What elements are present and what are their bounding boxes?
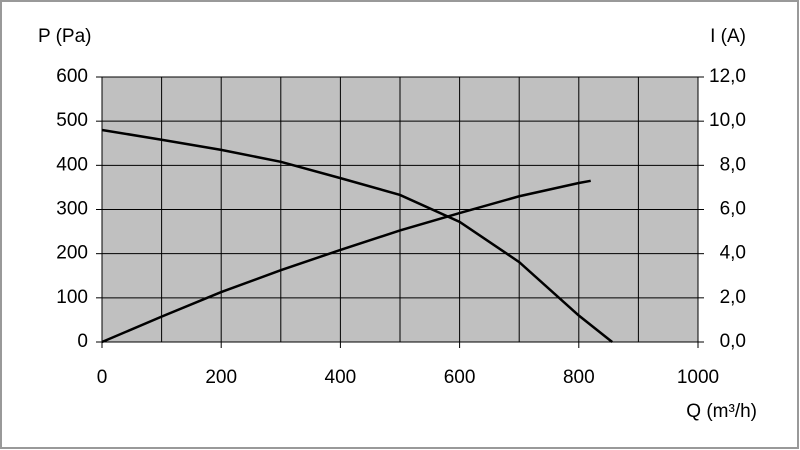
- y2-tick-label: 2,0: [720, 287, 746, 308]
- y-tick-label: 400: [56, 154, 88, 175]
- y-tick-label: 0: [77, 331, 88, 352]
- line-series: [101, 128, 613, 343]
- y2-tick-label: 6,0: [720, 199, 746, 220]
- y-tick-label: 600: [56, 66, 88, 87]
- y2-tick-label: 4,0: [720, 243, 746, 264]
- y2-tick-label: 8,0: [720, 154, 746, 175]
- x-tick-label: 0: [97, 367, 108, 388]
- y2-tick-label: 0,0: [720, 331, 746, 352]
- y-tick-label: 200: [56, 243, 88, 264]
- y2-tick-label: 10,0: [709, 110, 746, 131]
- y-tick-label: 100: [56, 287, 88, 308]
- y2-axis-label: I (A): [710, 26, 746, 47]
- y-tick-label: 300: [56, 199, 88, 220]
- x-tick-label: 600: [444, 367, 476, 388]
- y2-tick-label: 12,0: [709, 66, 746, 87]
- x-tick-label: 200: [205, 367, 237, 388]
- y-tick-label: 500: [56, 110, 88, 131]
- x-tick-label: 1000: [677, 367, 719, 388]
- x-tick-label: 400: [325, 367, 357, 388]
- line-series: [101, 179, 591, 344]
- x-axis-label: Q (m³/h): [686, 401, 757, 422]
- x-tick-label: 800: [563, 367, 595, 388]
- y-axis-label: P (Pa): [38, 26, 92, 47]
